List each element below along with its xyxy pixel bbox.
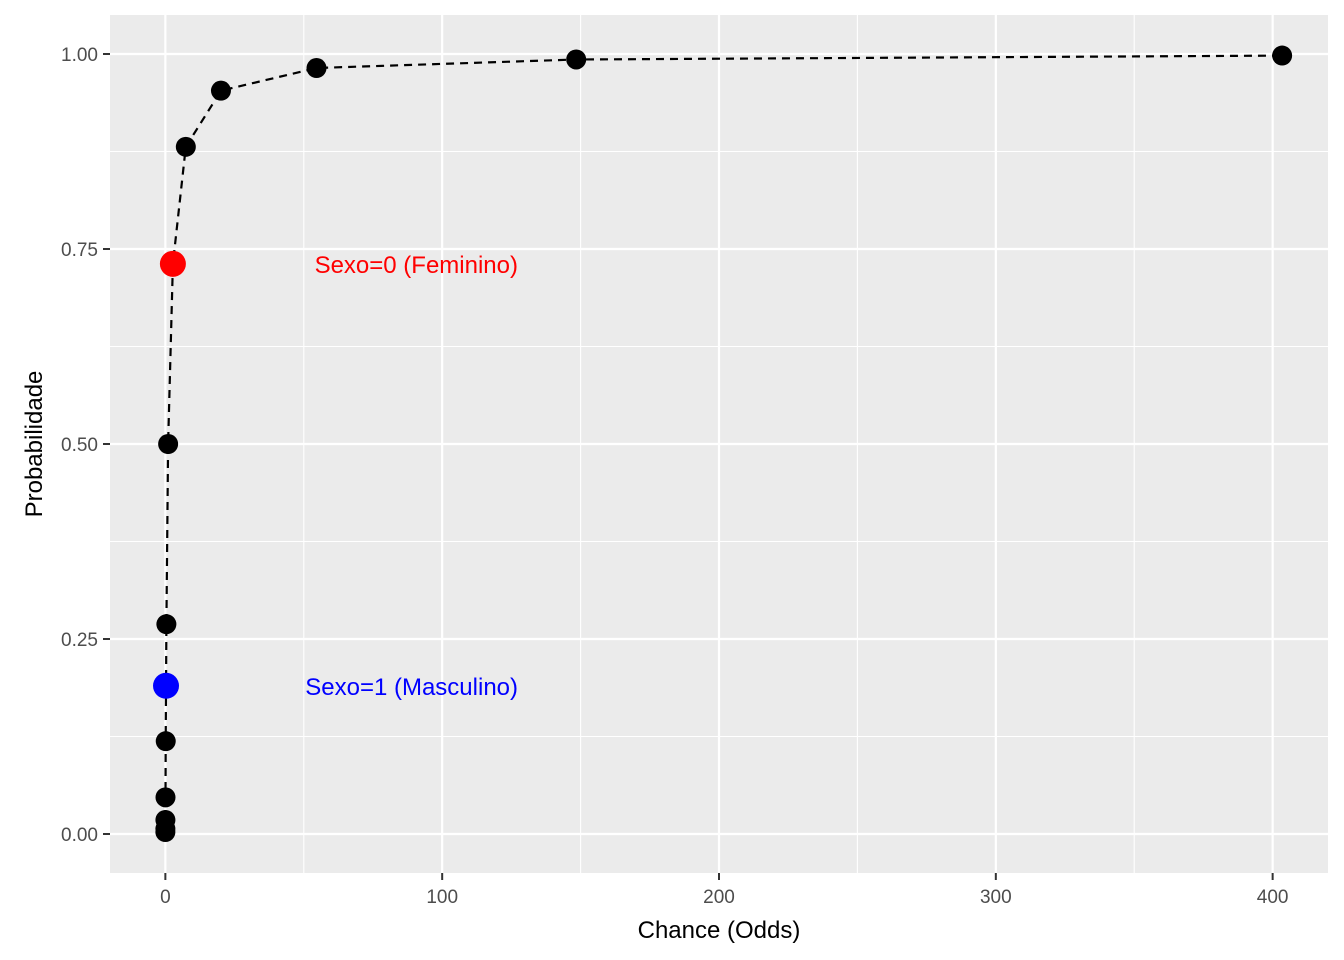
x-axis-ticks: 0 100 200 300 400 (160, 873, 1288, 908)
data-point (566, 49, 587, 70)
highlight-point (153, 672, 180, 699)
data-points (155, 45, 1293, 843)
data-point (155, 731, 176, 752)
x-tick-label: 100 (426, 887, 458, 908)
y-tick-label: 0.25 (61, 630, 98, 651)
annotations: Sexo=0 (Feminino) Sexo=1 (Masculino) (305, 252, 518, 701)
data-point (175, 136, 196, 157)
x-tick-label: 200 (703, 887, 735, 908)
x-axis-title: Chance (Odds) (638, 917, 801, 944)
y-axis-ticks: 0.00 0.25 0.50 0.75 1.00 (61, 45, 110, 846)
y-tick-label: 0.50 (61, 435, 98, 456)
highlight-point (159, 250, 186, 277)
data-point (158, 434, 179, 454)
x-tick-label: 0 (160, 887, 171, 908)
y-tick-label: 0.00 (61, 825, 98, 846)
y-axis-title: Probabilidade (21, 371, 48, 518)
highlight-points (153, 250, 186, 699)
data-point (210, 80, 231, 101)
x-tick-label: 400 (1257, 887, 1289, 908)
highlight-label: Sexo=0 (Feminino) (315, 252, 518, 279)
highlight-label: Sexo=1 (Masculino) (305, 674, 518, 701)
y-tick-label: 0.75 (61, 240, 98, 261)
major-gridlines (110, 15, 1328, 873)
data-point (306, 58, 327, 79)
y-tick-label: 1.00 (61, 45, 98, 66)
data-point (155, 787, 176, 808)
data-point (1272, 45, 1293, 66)
x-tick-label: 300 (980, 887, 1012, 908)
data-point (156, 614, 177, 635)
data-point (155, 809, 176, 830)
